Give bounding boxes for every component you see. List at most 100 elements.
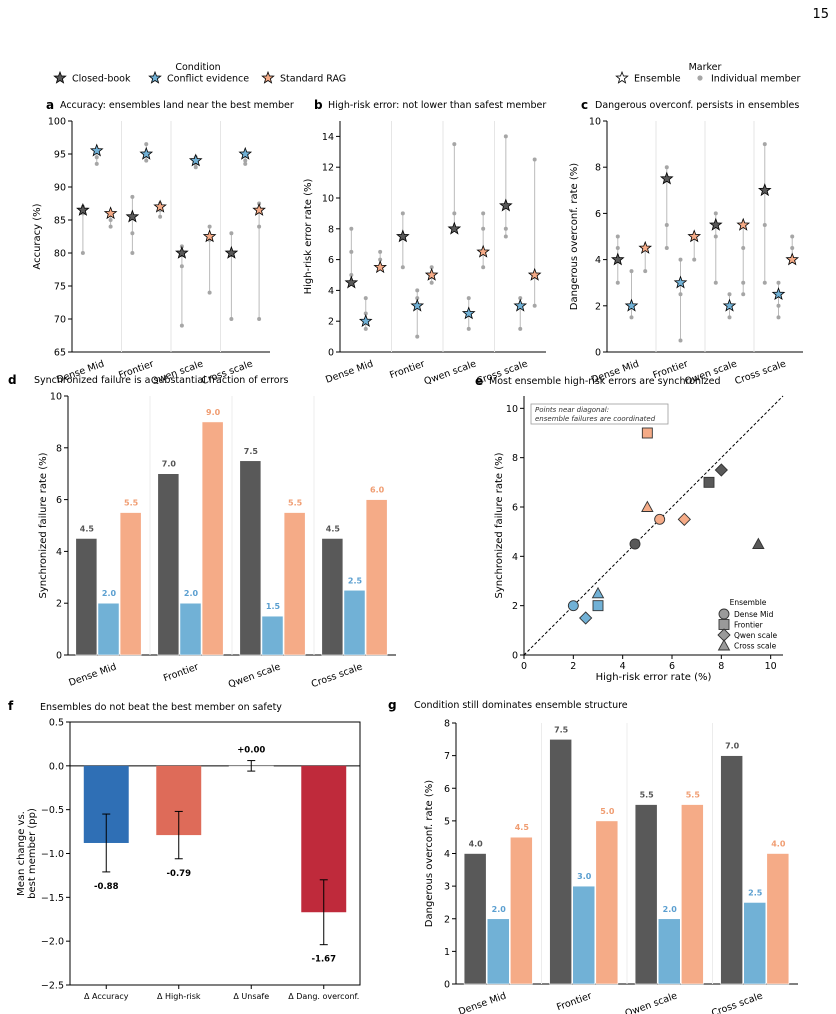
member-point [349, 226, 354, 231]
ensemble-star-point [659, 171, 674, 185]
y-tick-label: 4 [56, 547, 62, 558]
member-point [179, 264, 184, 269]
member-point [400, 211, 405, 216]
bar [157, 473, 180, 656]
member-point [378, 257, 383, 262]
ensemble-star-point [125, 209, 140, 223]
ensemble-star-point [153, 199, 167, 213]
panel-f-mean-change: f Ensembles do not beat the best member o… [8, 699, 361, 1001]
scatter-point [592, 600, 604, 612]
y-tick-label: 70 [54, 315, 66, 326]
member-point [664, 222, 669, 227]
legend-item-label: Qwen scale [734, 631, 777, 640]
member-point [664, 165, 669, 170]
member-point [713, 234, 718, 239]
y-tick-label: 2 [56, 599, 62, 610]
bar-value-label: 2.5 [348, 576, 363, 585]
legend-item-label: Cross scale [734, 642, 777, 651]
member-point [615, 280, 620, 285]
x-tick-label: Cross scale [733, 358, 787, 387]
ensemble-star-point [513, 298, 528, 312]
y-tick-label: 6 [56, 495, 62, 506]
ensemble-star-point [89, 143, 104, 157]
bar [595, 820, 619, 985]
y-tick-label: 14 [322, 132, 334, 143]
x-tick-label: Δ High-risk [157, 992, 201, 1001]
member-point [629, 315, 634, 320]
ensemble-star-point [76, 202, 90, 216]
member-point [429, 265, 434, 270]
scatter-point [714, 463, 728, 477]
annotation-box [530, 403, 669, 425]
ensemble-star-point [252, 202, 266, 216]
x-tick-label: Frontier [555, 990, 593, 1013]
y-tick-label: 10 [589, 117, 601, 128]
member-point [790, 246, 795, 251]
legend-star-icon [148, 70, 162, 84]
bar-value-label: 2.5 [748, 888, 763, 897]
panel-a-accuracy: a Accuracy: ensembles land near the best … [32, 98, 294, 388]
y-axis-label: Accuracy (%) [32, 203, 43, 269]
x-tick-label: Cross scale [310, 661, 364, 690]
bar-value-label: 2.0 [663, 905, 678, 914]
annotation-text: Points near diagonal: [535, 406, 609, 414]
member-point [243, 158, 248, 163]
legend-shape-icon [717, 639, 731, 651]
y-tick-label: −0.5 [41, 805, 64, 816]
y-axis-label: High-risk error rate (%) [303, 178, 314, 294]
y-tick-label: 10 [506, 404, 518, 415]
member-point [762, 222, 767, 227]
bar-value-label: -1.67 [312, 955, 337, 965]
panel-letter: c [581, 98, 588, 112]
y-tick-label: 7 [444, 751, 450, 762]
scatter-point [752, 537, 765, 549]
member-point [518, 296, 523, 301]
bar-value-label: 4.0 [771, 840, 786, 849]
member-point [144, 142, 149, 147]
member-point [466, 326, 471, 331]
panel-title: Most ensemble high-risk errors are synch… [489, 376, 721, 387]
y-axis-label: Dangerous overconf. rate (%) [424, 780, 435, 927]
x-tick-label: Dense Mid [67, 661, 118, 688]
y-tick-label: 100 [48, 117, 66, 128]
scatter-point [629, 538, 641, 550]
y-tick-label: 5 [444, 816, 450, 827]
ensemble-star-point [188, 153, 203, 167]
member-point [158, 214, 163, 219]
y-tick-label: 65 [54, 348, 66, 359]
ensemble-star-point [757, 183, 772, 197]
member-point [349, 273, 354, 277]
bar-value-label: 2.0 [102, 589, 117, 598]
y-tick-label: 10 [50, 392, 62, 403]
bar-value-label: -0.79 [167, 869, 192, 879]
bar [119, 512, 142, 656]
y-tick-label: 95 [54, 150, 66, 161]
ensemble-star-point [396, 229, 410, 243]
y-axis-label: Dangerous overconf. rate (%) [569, 163, 580, 310]
y-tick-label: 6 [328, 255, 334, 266]
member-point [94, 155, 99, 160]
legend-dot-icon [697, 75, 703, 81]
bar [680, 804, 704, 985]
member-point [643, 269, 648, 274]
member-point [503, 226, 508, 231]
member-point [415, 296, 420, 301]
member-point [229, 317, 234, 321]
y-tick-label: 4 [512, 552, 518, 563]
ensemble-star-point [238, 146, 253, 160]
scatter-point [703, 476, 715, 488]
bar-value-label: 5.5 [686, 791, 701, 800]
member-point [532, 303, 537, 308]
x-tick-label: 6 [669, 661, 675, 672]
panel-e-sync-vs-highrisk: e Most ensemble high-risk errors are sync… [475, 374, 784, 683]
member-point [108, 224, 113, 229]
panel-d-synchronized-failure: d Synchronized failure is a substantial f… [8, 373, 396, 691]
legend-item-label: Conflict evidence [167, 74, 249, 85]
y-tick-label: 8 [512, 453, 518, 464]
ensemble-star-point [527, 267, 542, 281]
legend-item-label: Individual member [711, 74, 801, 85]
x-axis-label: High-risk error rate (%) [596, 672, 712, 683]
y-tick-label: 0 [512, 651, 518, 662]
ensemble-star-point [461, 306, 476, 320]
